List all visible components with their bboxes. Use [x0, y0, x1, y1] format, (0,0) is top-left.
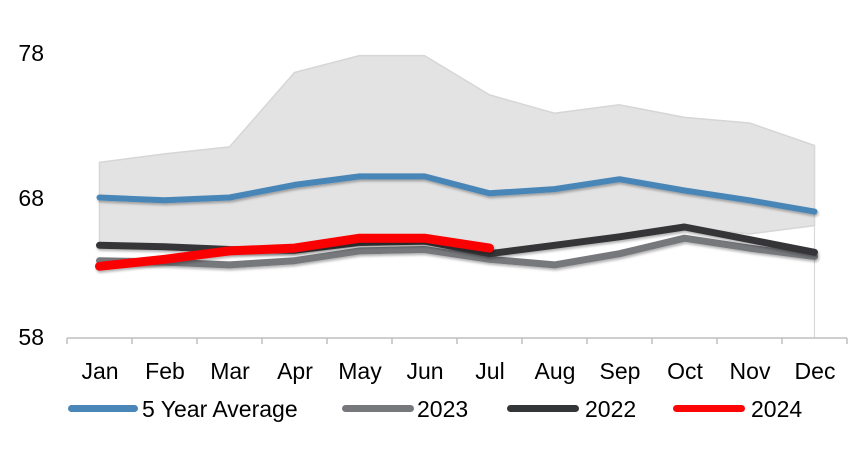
x-axis-label: Dec [794, 358, 836, 384]
legend-swatch-5-year-average [68, 405, 138, 412]
x-axis-label: Nov [729, 358, 771, 384]
legend-label-2023: 2023 [417, 396, 469, 422]
x-axis-label: Feb [145, 358, 185, 384]
x-axis-label: Mar [210, 358, 250, 384]
y-axis-label: 78 [18, 40, 44, 66]
series-line-2024 [95, 233, 494, 271]
series-line-2023 [96, 234, 818, 269]
x-axis-label: Apr [277, 358, 313, 384]
legend-label-5-year-average: 5 Year Average [142, 396, 298, 422]
legend-swatch-2023 [342, 405, 414, 412]
range-band-area [98, 54, 816, 256]
x-axis-label: Sep [599, 358, 641, 384]
x-axis-label: Jun [406, 358, 444, 384]
x-axis-label: Oct [667, 358, 703, 384]
legend-label-2022: 2022 [585, 396, 637, 422]
x-axis-label: Aug [534, 358, 576, 384]
legend-label-2024: 2024 [751, 396, 803, 422]
legend-swatch-2024 [673, 405, 745, 412]
y-axis-label: 58 [18, 324, 44, 350]
x-axis-label: May [338, 358, 382, 384]
y-axis-label: 68 [18, 185, 44, 211]
x-axis-label: Jul [475, 358, 505, 384]
x-axis-label: Jan [81, 358, 119, 384]
series-line-5-year-average [96, 173, 818, 215]
legend-swatch-2022 [507, 405, 579, 412]
